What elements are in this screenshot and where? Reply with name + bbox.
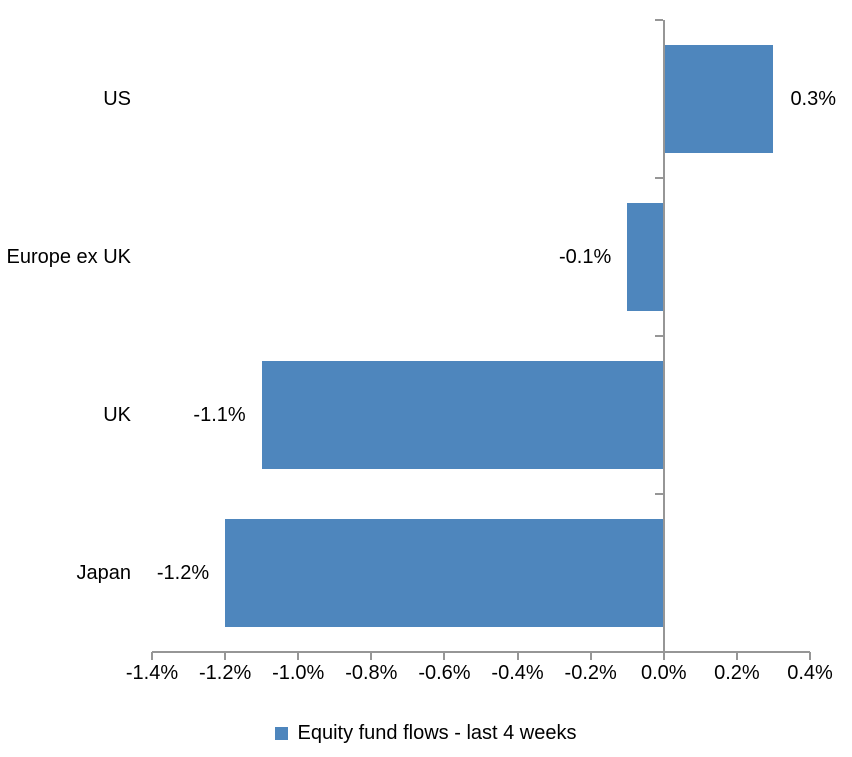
legend-color-swatch xyxy=(275,726,289,740)
value-axis-tick-label: -0.8% xyxy=(345,662,398,684)
value-axis-tick-label: -0.4% xyxy=(491,662,544,684)
bar-us xyxy=(663,45,774,153)
category-label-uk: UK xyxy=(103,404,131,426)
value-label-us: 0.3% xyxy=(790,88,837,110)
value-axis-tick-label: -1.0% xyxy=(272,662,325,684)
value-axis-tick xyxy=(370,652,373,660)
value-axis-tick xyxy=(662,652,665,660)
value-axis-tick xyxy=(589,652,592,660)
category-axis-tick xyxy=(654,335,663,337)
value-axis-tick xyxy=(151,652,153,660)
value-axis-tick xyxy=(224,652,227,660)
value-axis-tick-label: -0.6% xyxy=(418,662,471,684)
legend: Equity fund flows - last 4 weeks xyxy=(0,720,852,746)
value-axis-tick-label: 0.0% xyxy=(640,662,687,684)
value-label-japan: -1.2% xyxy=(156,562,210,584)
category-axis-line xyxy=(662,20,665,652)
value-axis-tick xyxy=(443,652,446,660)
value-axis-tick xyxy=(735,652,738,660)
value-axis-line xyxy=(152,651,810,653)
category-axis-tick xyxy=(654,19,663,21)
value-axis-tick-label: 0.4% xyxy=(787,662,833,684)
value-axis-tick-label: -0.2% xyxy=(564,662,617,684)
value-axis-tick xyxy=(297,652,300,660)
category-label-japan: Japan xyxy=(76,562,132,584)
value-axis-tick xyxy=(516,652,519,660)
value-axis-tick xyxy=(809,652,811,660)
category-label-us: US xyxy=(103,88,131,110)
category-axis-tick xyxy=(654,493,663,495)
value-axis-tick-label: -1.2% xyxy=(198,662,252,684)
value-label-uk: -1.1% xyxy=(193,404,246,426)
bar-uk xyxy=(261,361,664,469)
value-axis-tick-label: -1.4% xyxy=(125,662,179,684)
category-axis-tick xyxy=(654,177,663,179)
category-label-europe-ex-uk: Europe ex UK xyxy=(6,246,131,268)
value-axis-tick-label: 0.2% xyxy=(714,662,760,684)
legend-label: Equity fund flows - last 4 weeks xyxy=(297,722,577,744)
value-label-europe-ex-uk: -0.1% xyxy=(558,246,612,268)
bar-japan xyxy=(225,519,664,627)
bar-europe-ex-uk xyxy=(627,203,664,311)
